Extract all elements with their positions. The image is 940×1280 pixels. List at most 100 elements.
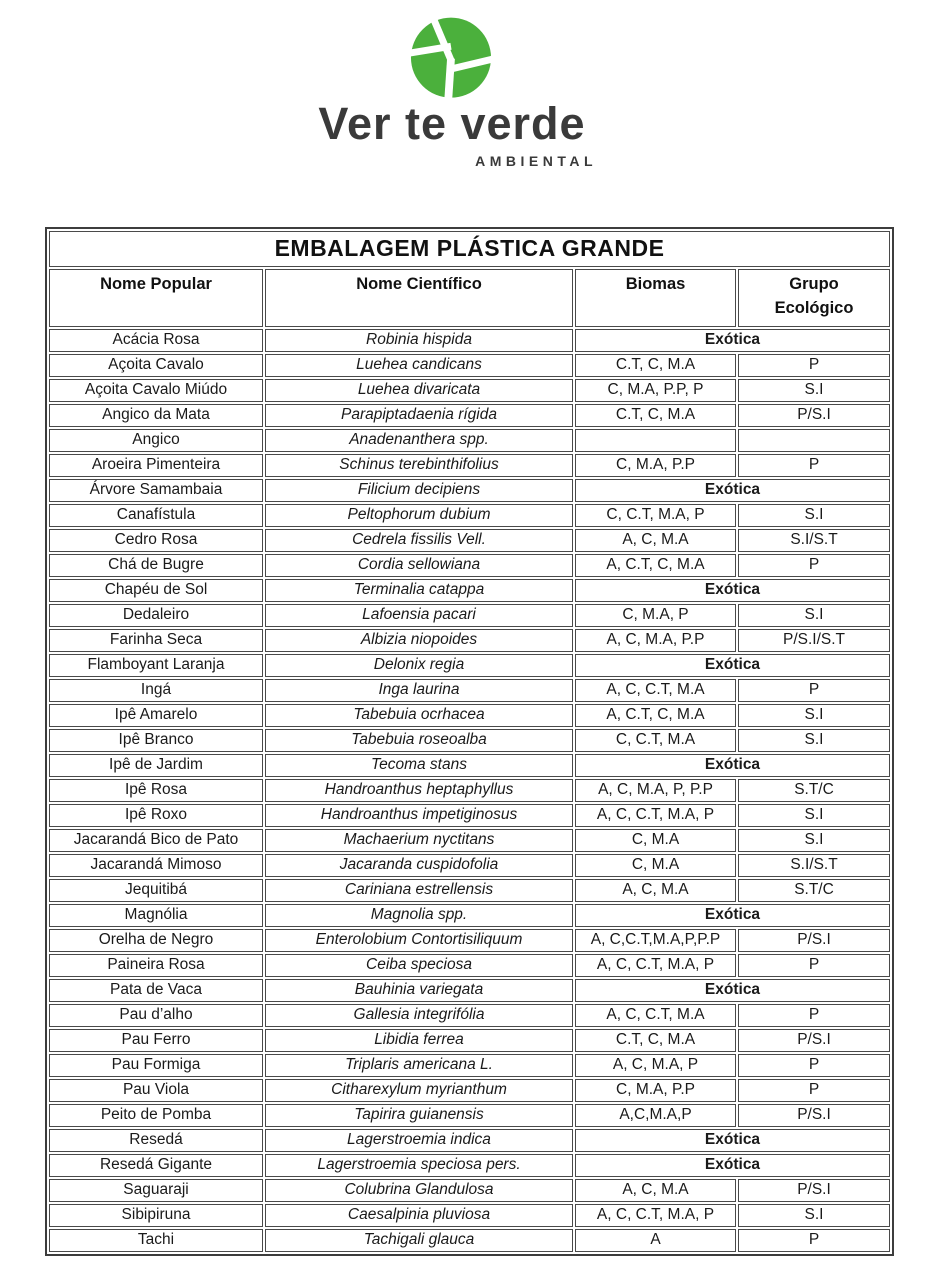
cell-nome-cientifico: Jacaranda cuspidofolia — [265, 854, 573, 877]
cell-grupo-ecologico: S.T/C — [738, 779, 890, 802]
table-row: Resedá Lagerstroemia indica Exótica — [49, 1129, 890, 1152]
cell-nome-popular: Resedá Gigante — [49, 1154, 263, 1177]
brand-wordmark: Ver te verde — [318, 98, 586, 149]
cell-nome-popular: Flamboyant Laranja — [49, 654, 263, 677]
cell-exotica: Exótica — [575, 1154, 890, 1177]
cell-grupo-ecologico: S.I — [738, 1204, 890, 1227]
cell-nome-popular: Pau Formiga — [49, 1054, 263, 1077]
cell-nome-popular: Dedaleiro — [49, 604, 263, 627]
cell-nome-popular: Cedro Rosa — [49, 529, 263, 552]
cell-grupo-ecologico: P — [738, 679, 890, 702]
cell-grupo-ecologico: S.I/S.T — [738, 529, 890, 552]
cell-nome-cientifico: Luehea candicans — [265, 354, 573, 377]
cell-nome-popular: Angico — [49, 429, 263, 452]
cell-exotica: Exótica — [575, 1129, 890, 1152]
table-row: Árvore Samambaia Filicium decipiens Exótic… — [49, 479, 890, 502]
cell-grupo-ecologico: P/S.I/S.T — [738, 629, 890, 652]
cell-nome-cientifico: Tabebuia ocrhacea — [265, 704, 573, 727]
table-row: Acácia Rosa Robinia hispida Exótica — [49, 329, 890, 352]
cell-grupo-ecologico: P — [738, 1054, 890, 1077]
cell-biomas: C, C.T, M.A — [575, 729, 736, 752]
cell-biomas: A,C,M.A,P — [575, 1104, 736, 1127]
cell-nome-popular: Ingá — [49, 679, 263, 702]
species-table: EMBALAGEM PLÁSTICA GRANDE Nome Popular No… — [45, 227, 894, 1256]
cell-nome-popular: Chá de Bugre — [49, 554, 263, 577]
cell-grupo-ecologico: S.I — [738, 379, 890, 402]
table-row: Magnólia Magnolia spp. Exótica — [49, 904, 890, 927]
cell-nome-cientifico: Peltophorum dubium — [265, 504, 573, 527]
table-row: Chá de Bugre Cordia sellowiana A, C.T, C, … — [49, 554, 890, 577]
cell-biomas — [575, 429, 736, 452]
cell-nome-cientifico: Inga laurina — [265, 679, 573, 702]
cell-nome-cientifico: Cariniana estrellensis — [265, 879, 573, 902]
table-row: Dedaleiro Lafoensia pacari C, M.A, P S.I — [49, 604, 890, 627]
cell-nome-popular: Farinha Seca — [49, 629, 263, 652]
table-row: Paineira Rosa Ceiba speciosa A, C, C.T, M.… — [49, 954, 890, 977]
table-row: Resedá Gigante Lagerstroemia speciosa per… — [49, 1154, 890, 1177]
cell-nome-popular: Pau Viola — [49, 1079, 263, 1102]
cell-nome-cientifico: Machaerium nyctitans — [265, 829, 573, 852]
cell-nome-popular: Pau d’alho — [49, 1004, 263, 1027]
cell-biomas: C.T, C, M.A — [575, 1029, 736, 1052]
cell-nome-popular: Pata de Vaca — [49, 979, 263, 1002]
cell-nome-cientifico: Lagerstroemia speciosa pers. — [265, 1154, 573, 1177]
cell-biomas: A, C, C.T, M.A, P — [575, 1204, 736, 1227]
cell-nome-popular: Ipê de Jardim — [49, 754, 263, 777]
cell-nome-cientifico: Citharexylum myrianthum — [265, 1079, 573, 1102]
table-row: Chapéu de Sol Terminalia catappa Exótica — [49, 579, 890, 602]
table-row: Canafístula Peltophorum dubium C, C.T, M.A… — [49, 504, 890, 527]
cell-nome-popular: Magnólia — [49, 904, 263, 927]
table-row: Açoita Cavalo Miúdo Luehea divaricata C, M… — [49, 379, 890, 402]
cell-biomas: A, C, M.A, P.P — [575, 629, 736, 652]
table-title: EMBALAGEM PLÁSTICA GRANDE — [49, 231, 890, 267]
cell-biomas: C.T, C, M.A — [575, 354, 736, 377]
cell-nome-popular: Açoita Cavalo — [49, 354, 263, 377]
cell-biomas: C.T, C, M.A — [575, 404, 736, 427]
table-row: Angico da Mata Parapiptadaenia rígida C.T,… — [49, 404, 890, 427]
cell-biomas: A, C, M.A — [575, 529, 736, 552]
table-row: Jacarandá Mimoso Jacaranda cuspidofolia C,… — [49, 854, 890, 877]
cell-nome-popular: Peito de Pomba — [49, 1104, 263, 1127]
cell-nome-cientifico: Anadenanthera spp. — [265, 429, 573, 452]
cell-grupo-ecologico: P/S.I — [738, 1104, 890, 1127]
table-row: Pau Viola Citharexylum myrianthum C, M.A, … — [49, 1079, 890, 1102]
cell-grupo-ecologico: S.I/S.T — [738, 854, 890, 877]
table-row: Pau Ferro Libidia ferrea C.T, C, M.A P/S.I — [49, 1029, 890, 1052]
cell-biomas: C, M.A, P.P — [575, 1079, 736, 1102]
cell-exotica: Exótica — [575, 329, 890, 352]
cell-nome-cientifico: Bauhinia variegata — [265, 979, 573, 1002]
cell-nome-popular: Ipê Rosa — [49, 779, 263, 802]
column-header: Grupo Ecológico — [738, 269, 890, 327]
cell-nome-cientifico: Caesalpinia pluviosa — [265, 1204, 573, 1227]
cell-nome-cientifico: Colubrina Glandulosa — [265, 1179, 573, 1202]
cell-biomas: A, C, C.T, M.A, P — [575, 804, 736, 827]
cell-grupo-ecologico: P — [738, 554, 890, 577]
cell-nome-cientifico: Albizia niopoides — [265, 629, 573, 652]
cell-grupo-ecologico: S.I — [738, 804, 890, 827]
table-row: Açoita Cavalo Luehea candicans C.T, C, M.A… — [49, 354, 890, 377]
table-row: Ipê Amarelo Tabebuia ocrhacea A, C.T, C, M… — [49, 704, 890, 727]
table-body: Acácia Rosa Robinia hispida Exótica Açoita … — [49, 329, 890, 1252]
cell-nome-popular: Canafístula — [49, 504, 263, 527]
column-header: Nome Científico — [265, 269, 573, 327]
cell-nome-popular: Acácia Rosa — [49, 329, 263, 352]
cell-nome-popular: Paineira Rosa — [49, 954, 263, 977]
cell-nome-popular: Saguaraji — [49, 1179, 263, 1202]
cell-nome-popular: Jacarandá Bico de Pato — [49, 829, 263, 852]
cell-exotica: Exótica — [575, 479, 890, 502]
cell-nome-cientifico: Tachigali glauca — [265, 1229, 573, 1252]
cell-nome-cientifico: Tabebuia roseoalba — [265, 729, 573, 752]
cell-biomas: A, C,C.T,M.A,P,P.P — [575, 929, 736, 952]
cell-nome-cientifico: Tapirira guianensis — [265, 1104, 573, 1127]
table-row: Sibipiruna Caesalpinia pluviosa A, C, C.T,… — [49, 1204, 890, 1227]
table-row: Flamboyant Laranja Delonix regia Exótica — [49, 654, 890, 677]
cell-biomas: C, M.A, P.P, P — [575, 379, 736, 402]
cell-biomas: A, C, M.A — [575, 1179, 736, 1202]
table-row: Tachi Tachigali glauca A P — [49, 1229, 890, 1252]
cell-exotica: Exótica — [575, 754, 890, 777]
cell-nome-popular: Pau Ferro — [49, 1029, 263, 1052]
table-row: Ingá Inga laurina A, C, C.T, M.A P — [49, 679, 890, 702]
table-row: Pau d’alho Gallesia integrifólia A, C, C.T… — [49, 1004, 890, 1027]
cell-nome-cientifico: Filicium decipiens — [265, 479, 573, 502]
